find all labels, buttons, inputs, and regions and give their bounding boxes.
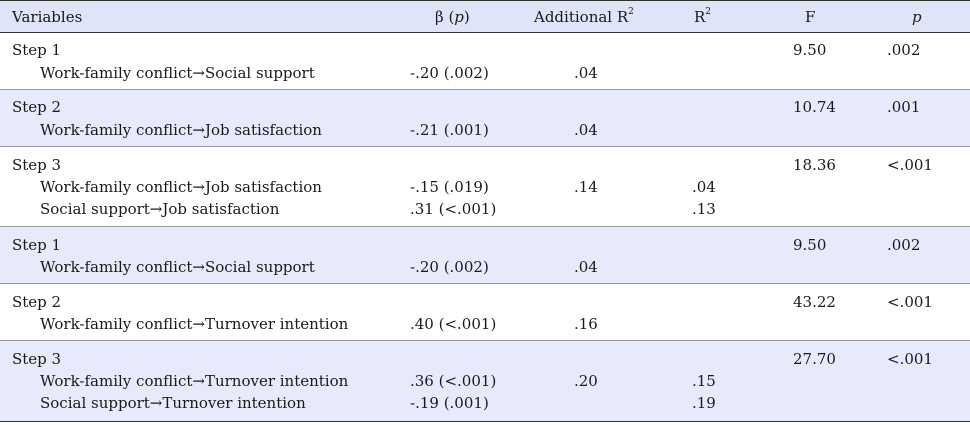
beta-value: -.20 (.002) <box>410 64 489 82</box>
f-value: 9.50 <box>793 236 827 254</box>
additional-r2-value: .20 <box>574 372 598 390</box>
path-label: Work-family conflict→Job satisfaction <box>40 178 322 196</box>
additional-r2-value: .04 <box>574 64 598 82</box>
beta-value: .36 (<.001) <box>410 372 497 390</box>
r2-value: .15 <box>692 372 716 390</box>
header-additional-r2: Additional R2 <box>534 7 634 27</box>
f-value: 18.36 <box>793 156 836 174</box>
path-label: Work-family conflict→Social support <box>40 258 315 276</box>
table-row: Step 3 Work-family conflict→Turnover int… <box>0 341 970 422</box>
header-f: F <box>805 8 816 26</box>
additional-r2-value: .04 <box>574 121 598 139</box>
table-row: Step 3 Work-family conflict→Job satisfac… <box>0 147 970 227</box>
step-label: Step 1 <box>12 41 62 59</box>
f-value: 43.22 <box>793 293 836 311</box>
p-value: <.001 <box>887 156 933 174</box>
additional-r2-value: .14 <box>574 178 598 196</box>
r2-value: .04 <box>692 178 716 196</box>
p-value: .002 <box>887 41 921 59</box>
step-label: Step 2 <box>12 293 62 311</box>
r2-value: .19 <box>692 394 716 412</box>
table-row: Step 1 Work-family conflict→Social suppo… <box>0 227 970 284</box>
p-value: .002 <box>887 236 921 254</box>
additional-r2-value: .04 <box>574 258 598 276</box>
header-variables: Variables <box>12 8 83 26</box>
table-row: Step 2 Work-family conflict→Turnover int… <box>0 284 970 341</box>
path-label: Work-family conflict→Social support <box>40 64 315 82</box>
additional-r2-value: .16 <box>574 315 598 333</box>
p-value: .001 <box>887 98 921 116</box>
step-label: Step 3 <box>12 156 62 174</box>
step-label: Step 1 <box>12 236 62 254</box>
beta-value: -.20 (.002) <box>410 258 489 276</box>
f-value: 10.74 <box>793 98 836 116</box>
table-row: Step 2 Work-family conflict→Job satisfac… <box>0 90 970 147</box>
path-label: Work-family conflict→Turnover intention <box>40 372 349 390</box>
header-p: p <box>912 8 922 26</box>
beta-value: .31 (<.001) <box>410 200 497 218</box>
header-r2: R2 <box>694 7 712 27</box>
beta-value: .40 (<.001) <box>410 315 497 333</box>
header-beta: β (p) <box>435 8 470 26</box>
path-label: Social support→Turnover intention <box>40 394 306 412</box>
table-row: Step 1 Work-family conflict→Social suppo… <box>0 33 970 90</box>
beta-value: -.15 (.019) <box>410 178 489 196</box>
table-header: Variables β (p) Additional R2 R2 F p <box>0 0 970 33</box>
p-value: <.001 <box>887 293 933 311</box>
p-value: <.001 <box>887 350 933 368</box>
beta-value: -.21 (.001) <box>410 121 489 139</box>
path-label: Work-family conflict→Job satisfaction <box>40 121 322 139</box>
path-label: Social support→Job satisfaction <box>40 200 280 218</box>
f-value: 9.50 <box>793 41 827 59</box>
beta-value: -.19 (.001) <box>410 394 489 412</box>
step-label: Step 3 <box>12 350 62 368</box>
r2-value: .13 <box>692 200 716 218</box>
step-label: Step 2 <box>12 98 62 116</box>
f-value: 27.70 <box>793 350 836 368</box>
path-label: Work-family conflict→Turnover intention <box>40 315 349 333</box>
